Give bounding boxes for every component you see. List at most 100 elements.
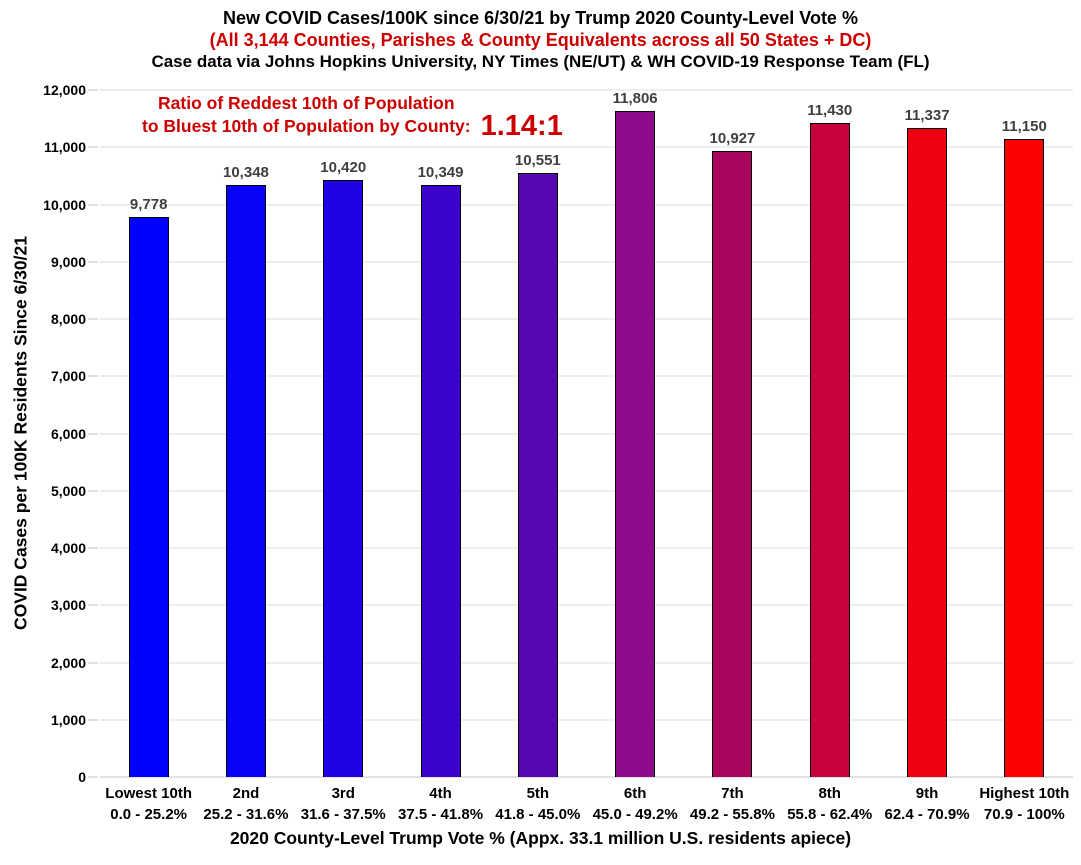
x-tick-decile: Lowest 10th <box>105 785 192 802</box>
y-tick-label: 11,000 <box>43 139 86 156</box>
x-tick-decile: 3rd <box>331 785 355 802</box>
y-tick-mark <box>88 261 98 263</box>
gridline <box>100 204 1073 205</box>
bar <box>323 180 364 777</box>
x-tick-vote-range: 62.4 - 70.9% <box>884 806 970 823</box>
gridline <box>100 318 1073 320</box>
y-tick-mark <box>88 719 98 721</box>
x-tick-label: 5th 41.8 - 45.0% <box>489 783 586 825</box>
x-tick-vote-range: 25.2 - 31.6% <box>203 806 289 823</box>
y-axis-tick-marks <box>88 89 98 778</box>
bar-group: 11,337 <box>878 90 975 777</box>
x-tick-decile: 7th <box>721 785 744 802</box>
x-tick-decile: 5th <box>526 785 550 802</box>
x-tick-vote-range: 41.8 - 45.0% <box>495 806 581 823</box>
bar-group: 9,778 <box>100 90 197 777</box>
ratio-annotation-text: Ratio of Reddest 10th of Population to B… <box>142 92 471 138</box>
bar <box>1004 138 1045 777</box>
bar <box>128 217 169 777</box>
y-tick-mark <box>88 547 98 549</box>
x-tick-label: Highest 10th 70.9 - 100% <box>976 783 1073 825</box>
y-tick-label: 4,000 <box>50 540 86 556</box>
y-tick-label: 6,000 <box>50 425 86 442</box>
gridlines <box>100 89 1073 778</box>
chart-subtitle: (All 3,144 Counties, Parishes & County E… <box>209 30 872 50</box>
x-tick-label: 6th 45.0 - 49.2% <box>586 783 683 825</box>
x-tick-vote-range: 45.0 - 49.2% <box>592 806 678 823</box>
chart-title: New COVID Cases/100K since 6/30/21 by Tr… <box>223 8 858 28</box>
x-tick-decile: 8th <box>818 785 841 802</box>
ratio-annotation-line1: Ratio of Reddest 10th of Population <box>158 93 455 113</box>
y-axis-tick-labels: 0 1,000 2,000 3,000 4,000 5,000 6,000 7,000 8,00… <box>0 82 86 785</box>
x-axis-tick-labels: Lowest 10th 0.0 - 25.2% 2nd 25.2 - 31.6% 3rd… <box>100 783 1073 825</box>
gridline <box>100 604 1073 606</box>
bar-group: 10,348 <box>197 90 294 777</box>
ratio-value: 1.14:1 <box>480 110 563 142</box>
bar <box>615 111 656 777</box>
y-tick-label: 7,000 <box>50 368 86 385</box>
x-tick-decile: 6th <box>623 785 647 802</box>
bar <box>517 172 558 777</box>
y-tick-mark <box>88 490 98 492</box>
bar-group: 11,430 <box>781 90 878 777</box>
bar <box>225 184 266 777</box>
gridline <box>100 719 1073 721</box>
gridline <box>100 662 1073 663</box>
x-tick-decile: Highest 10th <box>979 785 1070 802</box>
x-tick-decile: 2nd <box>232 785 260 802</box>
gridline <box>100 261 1073 263</box>
bar-group: 11,806 <box>586 90 683 777</box>
y-tick-mark <box>88 433 98 434</box>
bar <box>809 122 850 777</box>
y-tick-label: 2,000 <box>50 654 86 671</box>
x-tick-vote-range: 55.8 - 62.4% <box>787 806 873 823</box>
bar-value-label: 11,150 <box>1001 117 1047 135</box>
bar <box>420 184 461 777</box>
bar <box>907 127 948 777</box>
x-tick-label: 9th 62.4 - 70.9% <box>878 783 975 825</box>
x-tick-label: 7th 49.2 - 55.8% <box>684 783 781 825</box>
y-tick-mark <box>88 375 98 377</box>
y-tick-label: 0 <box>78 769 86 785</box>
x-tick-label: 3rd 31.6 - 37.5% <box>295 783 392 825</box>
y-tick-mark <box>88 146 98 148</box>
x-tick-vote-range: 0.0 - 25.2% <box>110 806 187 823</box>
bar-value-label: 10,348 <box>223 163 269 181</box>
y-tick-label: 1,000 <box>50 711 86 728</box>
x-tick-label: 4th 37.5 - 41.8% <box>392 783 489 825</box>
gridline <box>100 375 1073 377</box>
y-tick-mark <box>88 89 98 91</box>
x-tick-vote-range: 70.9 - 100% <box>983 806 1065 823</box>
y-tick-mark <box>88 604 98 606</box>
ratio-annotation-line2: to Bluest 10th of Population by County: <box>142 116 471 136</box>
x-tick-vote-range: 31.6 - 37.5% <box>300 806 386 823</box>
x-tick-decile: 4th <box>429 785 452 802</box>
x-tick-label: 2nd 25.2 - 31.6% <box>197 783 294 825</box>
gridline <box>100 490 1073 492</box>
y-tick-mark <box>88 204 98 205</box>
bar-group: 10,349 <box>392 90 489 777</box>
gridline <box>100 146 1073 148</box>
y-tick-label: 12,000 <box>43 82 86 98</box>
gridline <box>100 547 1073 549</box>
y-tick-mark <box>88 662 98 663</box>
plot-area: 9,778 10,348 10,420 10,349 10,551 11,806 10,92… <box>100 89 1073 778</box>
x-tick-vote-range: 49.2 - 55.8% <box>689 806 775 823</box>
chart-header: New COVID Cases/100K since 6/30/21 by Tr… <box>0 7 1081 73</box>
bar-value-label: 11,337 <box>904 106 950 124</box>
y-tick-label: 3,000 <box>50 597 86 614</box>
bar-value-label: 10,420 <box>320 159 367 177</box>
gridline <box>100 433 1073 434</box>
y-tick-label: 10,000 <box>43 196 86 213</box>
x-tick-decile: 9th <box>915 785 939 802</box>
bars: 9,778 10,348 10,420 10,349 10,551 11,806 10,92… <box>100 90 1073 777</box>
x-tick-label: Lowest 10th 0.0 - 25.2% <box>100 783 197 825</box>
bar-value-label: 9,778 <box>129 196 168 214</box>
bar-value-label: 10,927 <box>709 130 756 148</box>
bar-group: 10,420 <box>295 90 392 777</box>
bar-value-label: 10,349 <box>417 163 464 181</box>
y-tick-label: 8,000 <box>50 311 86 327</box>
y-tick-mark <box>88 776 98 778</box>
bar <box>712 151 753 777</box>
